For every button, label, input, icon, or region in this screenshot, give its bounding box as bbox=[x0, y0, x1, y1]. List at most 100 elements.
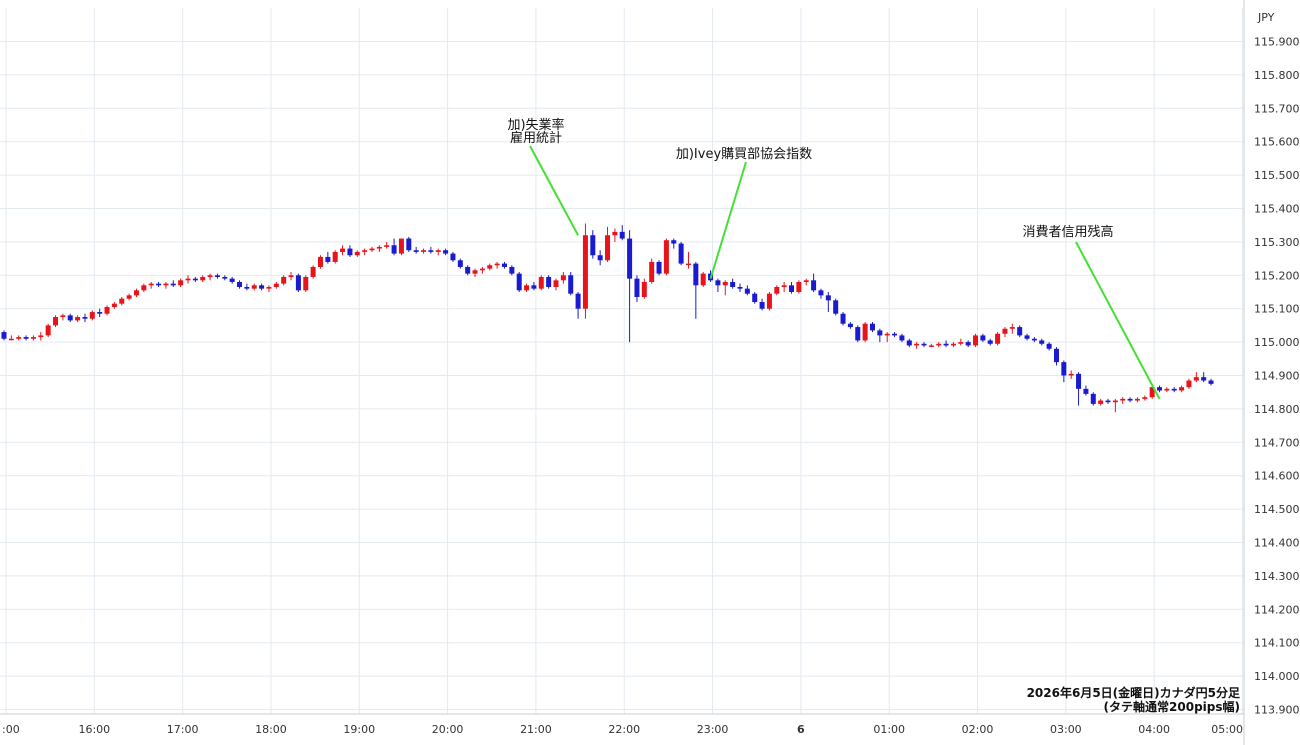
candle bbox=[362, 248, 368, 256]
candle bbox=[737, 283, 743, 292]
currency-label: JPY bbox=[1257, 11, 1275, 24]
candle-body bbox=[825, 295, 831, 301]
candle-body bbox=[590, 235, 596, 256]
candle-body bbox=[1149, 387, 1155, 398]
candle-body bbox=[1112, 400, 1118, 403]
candle-body bbox=[369, 248, 375, 251]
candle bbox=[237, 280, 243, 289]
y-tick-label: 113.900 bbox=[1254, 704, 1300, 717]
candle-body bbox=[89, 312, 95, 319]
candle-body bbox=[766, 293, 772, 309]
candle-body bbox=[487, 265, 493, 269]
candle bbox=[546, 275, 552, 289]
candle-body bbox=[1061, 362, 1067, 376]
candle-body bbox=[406, 238, 412, 251]
candle bbox=[1120, 397, 1126, 404]
x-tick-label: 18:00 bbox=[255, 723, 287, 736]
candle-body bbox=[398, 238, 404, 254]
candle-body bbox=[8, 338, 14, 341]
candle bbox=[1105, 398, 1111, 404]
candle-body bbox=[16, 337, 22, 339]
candle bbox=[1112, 398, 1118, 413]
y-tick-label: 115.800 bbox=[1254, 69, 1300, 82]
candle bbox=[958, 338, 964, 346]
candle bbox=[619, 225, 625, 241]
y-tick-label: 115.100 bbox=[1254, 303, 1300, 316]
y-tick-label: 114.400 bbox=[1254, 537, 1300, 550]
y-tick-label: 115.600 bbox=[1254, 136, 1300, 149]
candle-body bbox=[1068, 373, 1074, 376]
annotation-label: 消費者信用残高 bbox=[1022, 224, 1113, 240]
candle bbox=[627, 230, 633, 343]
candle-body bbox=[303, 276, 309, 291]
candle bbox=[347, 245, 353, 257]
candle bbox=[45, 323, 51, 338]
candle bbox=[398, 238, 404, 256]
candle-body bbox=[700, 273, 706, 286]
candle-body bbox=[229, 278, 235, 282]
candle bbox=[391, 238, 397, 256]
candle bbox=[354, 250, 360, 257]
candle bbox=[1053, 347, 1059, 366]
candle-body bbox=[862, 323, 868, 341]
candle bbox=[97, 308, 103, 318]
annotation-pointer-line bbox=[529, 145, 579, 236]
candle-body bbox=[936, 343, 942, 346]
candle-body bbox=[126, 295, 132, 299]
candle-body bbox=[516, 273, 522, 291]
candle bbox=[892, 332, 898, 338]
candle bbox=[1171, 387, 1177, 393]
candle-body bbox=[950, 343, 956, 346]
candle bbox=[1031, 337, 1037, 343]
candle bbox=[752, 292, 758, 304]
candle bbox=[1142, 395, 1148, 401]
candle-body bbox=[259, 285, 265, 289]
candle-body bbox=[995, 333, 1001, 344]
candle bbox=[266, 285, 272, 292]
candle-body bbox=[185, 278, 191, 281]
candle-body bbox=[906, 340, 912, 346]
candle-body bbox=[965, 342, 971, 346]
candle-body bbox=[435, 250, 441, 252]
y-tick-label: 115.900 bbox=[1254, 36, 1300, 49]
candle bbox=[156, 281, 162, 287]
candle bbox=[575, 292, 581, 319]
candle bbox=[840, 312, 846, 326]
candle-body bbox=[1031, 338, 1037, 341]
candle-body bbox=[582, 235, 588, 309]
candle bbox=[759, 298, 765, 311]
candle bbox=[170, 280, 176, 287]
candle-body bbox=[678, 243, 684, 264]
candle-body bbox=[833, 300, 839, 314]
x-tick-label: 19:00 bbox=[343, 723, 375, 736]
candle-body bbox=[649, 261, 655, 282]
candle-body bbox=[479, 268, 485, 271]
candle bbox=[678, 241, 684, 266]
candle bbox=[141, 283, 147, 292]
candle-body bbox=[1208, 380, 1214, 384]
candle bbox=[38, 332, 44, 341]
candle bbox=[796, 280, 802, 294]
grid bbox=[0, 8, 1244, 714]
candle-body bbox=[627, 238, 633, 279]
candle-body bbox=[759, 302, 765, 309]
candle-body bbox=[1002, 328, 1008, 334]
candle-body bbox=[1046, 343, 1052, 349]
candle bbox=[1098, 398, 1104, 406]
candle-body bbox=[685, 263, 691, 266]
candle bbox=[928, 343, 934, 348]
candle bbox=[1076, 372, 1082, 406]
candle bbox=[428, 246, 434, 254]
candle bbox=[67, 313, 73, 323]
candle-body bbox=[958, 342, 964, 344]
annotation-label: 雇用統計 bbox=[510, 130, 562, 146]
candle bbox=[656, 260, 662, 276]
candle-body bbox=[803, 280, 809, 282]
candle bbox=[1046, 342, 1052, 351]
candle bbox=[899, 333, 905, 343]
candle-body bbox=[472, 270, 478, 274]
candle-body bbox=[428, 250, 434, 252]
candle-body bbox=[553, 280, 559, 287]
